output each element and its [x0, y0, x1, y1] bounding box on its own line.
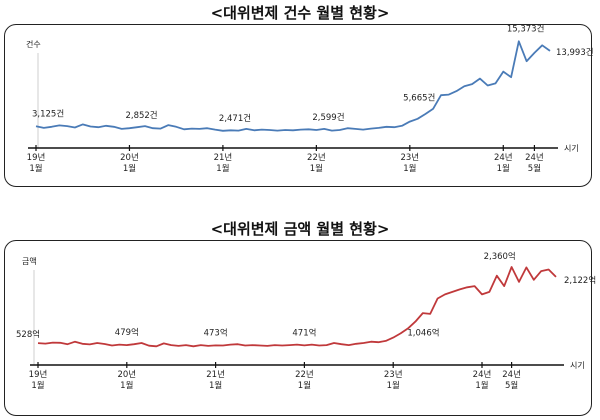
- chart1-x-tick-label: 1월: [387, 380, 400, 391]
- chart1-data-label: 2,122억: [564, 275, 596, 286]
- chart0-data-label: 2,599건: [312, 112, 344, 123]
- chart0-x-tick-label: 1월: [497, 163, 510, 174]
- chart1-x-tick-label: 24년: [473, 369, 492, 380]
- chart0-data-label: 2,852건: [125, 110, 157, 121]
- chart0-x-tick-label: 21년: [214, 152, 233, 163]
- chart1-data-label: 2,360억: [484, 251, 516, 262]
- chart1-y-axis-label: 금액: [22, 256, 37, 266]
- chart0-y-axis-label: 건수: [26, 39, 41, 49]
- chart1-x-tick-label: 1월: [31, 380, 44, 391]
- chart-panel-amount: [4, 240, 592, 416]
- chart1-x-tick-label: 1월: [209, 380, 222, 391]
- chart1-x-tick-label: 19년: [29, 369, 48, 380]
- chart0-x-tick-label: 23년: [400, 152, 419, 163]
- chart0-x-tick-label: 1월: [403, 163, 416, 174]
- chart1-x-tick-label: 5월: [505, 380, 518, 391]
- chart1-x-tick-label: 1월: [120, 380, 133, 391]
- chart1-x-axis-label: 시기: [570, 361, 585, 370]
- chart1-x-tick-label: 1월: [475, 380, 488, 391]
- chart0-data-label: 15,373건: [507, 23, 545, 34]
- chart0-x-tick-label: 24년: [525, 152, 544, 163]
- chart0-x-tick-label: 24년: [494, 152, 513, 163]
- chart1-data-label: 528억: [16, 329, 40, 340]
- chart1-x-tick-label: 24년: [502, 369, 521, 380]
- chart1-data-label: 1,046억: [407, 328, 439, 339]
- chart1-data-label: 479억: [115, 327, 139, 338]
- chart0-data-label: 3,125건: [32, 108, 64, 119]
- chart0-x-tick-label: 1월: [216, 163, 229, 174]
- chart-panel-count: [4, 24, 592, 187]
- chart1-x-tick-label: 22년: [295, 369, 314, 380]
- chart0-x-axis-label: 시기: [564, 144, 579, 153]
- chart1-series-line: [37, 266, 557, 348]
- chart1-x-tick-label: 1월: [298, 380, 311, 391]
- chart0-series-line: [35, 40, 551, 132]
- chart0-x-tick-label: 1월: [123, 163, 136, 174]
- chart0-data-label: 13,993건: [556, 47, 594, 58]
- chart0-x-tick-label: 19년: [27, 152, 46, 163]
- chart0-data-label: 5,665건: [403, 93, 435, 104]
- chart0-data-label: 2,471건: [219, 113, 251, 124]
- chart0-x-tick-label: 1월: [29, 163, 42, 174]
- chart1-x-tick-label: 23년: [384, 369, 403, 380]
- chart0-x-tick-label: 5월: [528, 163, 541, 174]
- chart-title-count: <대위변제 건수 월별 현황>: [210, 4, 390, 22]
- chart1-x-tick-label: 21년: [206, 369, 225, 380]
- chart1-x-tick-label: 20년: [117, 369, 136, 380]
- chart-title-amount: <대위변제 금액 월별 현황>: [210, 220, 390, 238]
- chart0-x-tick-label: 20년: [120, 152, 139, 163]
- chart0-x-tick-label: 1월: [310, 163, 323, 174]
- chart0-x-tick-label: 22년: [307, 152, 326, 163]
- chart1-data-label: 471억: [292, 327, 316, 338]
- chart1-data-label: 473억: [204, 327, 228, 338]
